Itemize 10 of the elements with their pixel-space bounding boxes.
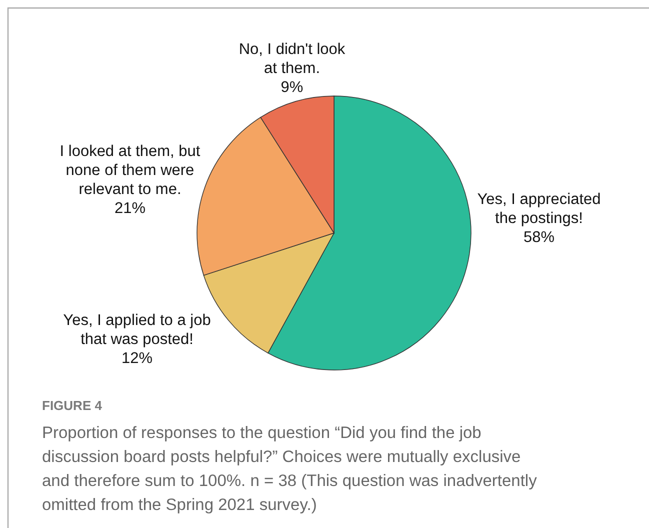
data-label: 9%: [280, 79, 304, 96]
slice-label: No, I didn't look at them.: [238, 41, 346, 77]
caption: FIGURE 4: [42, 398, 103, 413]
slice-label: I looked at them, but none of them were relevant to me.: [60, 143, 201, 198]
data-label: 12%: [121, 350, 153, 367]
text: Proportion of responses to the question “Did you find the job discussion board posts helpful?” Choices were mutually exclusive and therefore sum to 100%. n = 38 (This question was inadvertently omitted from the Spring 2021 survey.): [42, 424, 538, 514]
slice-label: Yes, I applied to a job that was posted!: [63, 312, 211, 348]
data-label: 21%: [114, 200, 146, 217]
slice-label: Yes, I appreciated the postings!: [477, 191, 601, 227]
data-label: 58%: [523, 229, 555, 246]
